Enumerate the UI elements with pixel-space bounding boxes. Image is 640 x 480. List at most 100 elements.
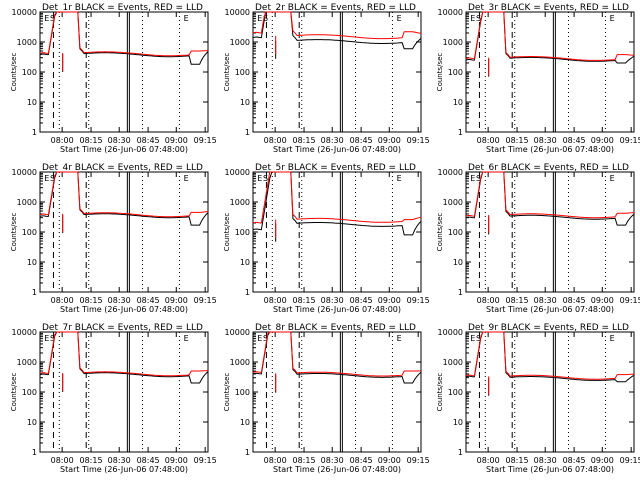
x-tick-label: 08:45 [563, 456, 586, 465]
plot-frame [39, 11, 209, 133]
x-tick-label: 09:00 [591, 136, 614, 145]
series-line-lld [252, 331, 422, 377]
y-tick-label: 100 [448, 228, 463, 237]
x-tick-label: 09:15 [620, 296, 640, 305]
x-tick-label: 08:30 [534, 296, 557, 305]
y-tick-label: 1000 [17, 358, 37, 367]
x-tick-label: 09:00 [165, 136, 188, 145]
panel-title: Det_4r BLACK = Events, RED = LLD [42, 163, 203, 173]
plot-frame [465, 11, 635, 133]
x-tick-label: 09:15 [194, 136, 217, 145]
x-tick-label: 09:00 [378, 296, 401, 305]
x-tick-label: 08:45 [350, 296, 373, 305]
y-tick-label: 100 [235, 388, 250, 397]
y-tick-label: 100 [22, 388, 37, 397]
x-tick-label: 08:45 [563, 136, 586, 145]
y-tick-label: 10 [27, 258, 37, 267]
x-tick-label: 09:15 [407, 136, 430, 145]
event-marker-label: E [470, 174, 475, 183]
x-tick-label: 08:00 [264, 296, 287, 305]
y-tick-label: 10000 [438, 168, 463, 177]
y-tick-label: 1 [245, 448, 250, 457]
x-tick-label: 08:15 [293, 456, 316, 465]
y-axis-label: Counts/sec [436, 53, 444, 92]
x-tick-label: 09:00 [378, 136, 401, 145]
x-tick-label: 08:15 [293, 136, 316, 145]
x-axis-label: Start Time (26-Jun-06 07:48:00) [60, 145, 188, 154]
event-marker-label: E [397, 334, 402, 343]
y-tick-label: 1 [32, 288, 37, 297]
panel-title: Det_3r BLACK = Events, RED = LLD [468, 3, 629, 13]
series-line-lld [39, 171, 209, 218]
x-tick-label: 08:30 [108, 296, 131, 305]
plot-frame [39, 331, 209, 453]
y-axis-label: Counts/sec [436, 373, 444, 412]
x-tick-label: 08:00 [264, 136, 287, 145]
detector-panel-5: Det_5r BLACK = Events, RED = LLD 1 10 100 10… [223, 163, 430, 314]
y-tick-label: 1 [245, 128, 250, 137]
y-axis-label: Counts/sec [223, 53, 231, 92]
plot-frame [465, 331, 635, 453]
x-tick-label: 09:00 [591, 296, 614, 305]
y-tick-label: 1 [458, 128, 463, 137]
x-tick-label: 08:15 [80, 296, 103, 305]
x-tick-label: 08:45 [563, 296, 586, 305]
series-line-lld [465, 331, 635, 380]
x-tick-label: 08:00 [51, 296, 74, 305]
panel-title: Det_5r BLACK = Events, RED = LLD [255, 163, 416, 173]
y-tick-label: 1 [32, 128, 37, 137]
y-tick-label: 10000 [225, 168, 250, 177]
event-marker-label: E [184, 174, 189, 183]
y-tick-label: 1000 [17, 38, 37, 47]
y-tick-label: 100 [235, 228, 250, 237]
x-tick-label: 08:15 [80, 136, 103, 145]
y-tick-label: 1000 [230, 358, 250, 367]
panel-title: Det_9r BLACK = Events, RED = LLD [468, 323, 629, 333]
x-tick-label: 08:00 [264, 456, 287, 465]
x-tick-label: 09:15 [620, 456, 640, 465]
x-tick-label: 08:45 [350, 136, 373, 145]
event-marker-label: S [263, 14, 268, 23]
event-marker-label: S [263, 334, 268, 343]
y-tick-label: 100 [22, 68, 37, 77]
plot-frame [252, 171, 422, 293]
y-tick-label: 10000 [12, 168, 37, 177]
x-tick-label: 08:30 [108, 136, 131, 145]
x-tick-label: 09:15 [407, 296, 430, 305]
x-tick-label: 08:00 [477, 136, 500, 145]
plot-frame [252, 331, 422, 453]
event-marker-label: S [476, 174, 481, 183]
y-tick-label: 10000 [12, 8, 37, 17]
event-marker-label: S [476, 14, 481, 23]
event-marker-label: E [610, 174, 615, 183]
y-tick-label: 10 [27, 418, 37, 427]
series-line-lld [252, 171, 422, 224]
detector-panel-4: Det_4r BLACK = Events, RED = LLD 1 10 100 10… [10, 163, 217, 314]
y-tick-label: 10 [453, 98, 463, 107]
event-marker-label: E [470, 334, 475, 343]
x-axis-label: Start Time (26-Jun-06 07:48:00) [60, 465, 188, 474]
plot-frame [465, 171, 635, 293]
y-axis-label: Counts/sec [223, 213, 231, 252]
y-tick-label: 1 [458, 288, 463, 297]
series-line-lld [252, 11, 422, 40]
x-tick-label: 08:15 [506, 136, 529, 145]
detector-panel-1: Det_1r BLACK = Events, RED = LLD 1 10 100 10… [10, 3, 217, 154]
x-tick-label: 08:30 [108, 456, 131, 465]
event-marker-label: E [257, 334, 262, 343]
x-tick-label: 08:00 [51, 136, 74, 145]
x-tick-label: 08:00 [477, 456, 500, 465]
y-tick-label: 10 [453, 418, 463, 427]
x-tick-label: 08:30 [321, 136, 344, 145]
y-tick-label: 1000 [443, 198, 463, 207]
event-marker-label: S [50, 174, 55, 183]
y-tick-label: 10000 [12, 328, 37, 337]
x-tick-label: 08:15 [80, 456, 103, 465]
y-tick-label: 1000 [230, 38, 250, 47]
y-tick-label: 10000 [225, 8, 250, 17]
event-marker-label: E [44, 14, 49, 23]
x-axis-label: Start Time (26-Jun-06 07:48:00) [273, 465, 401, 474]
x-tick-label: 09:00 [165, 296, 188, 305]
y-axis-label: Counts/sec [10, 53, 18, 92]
